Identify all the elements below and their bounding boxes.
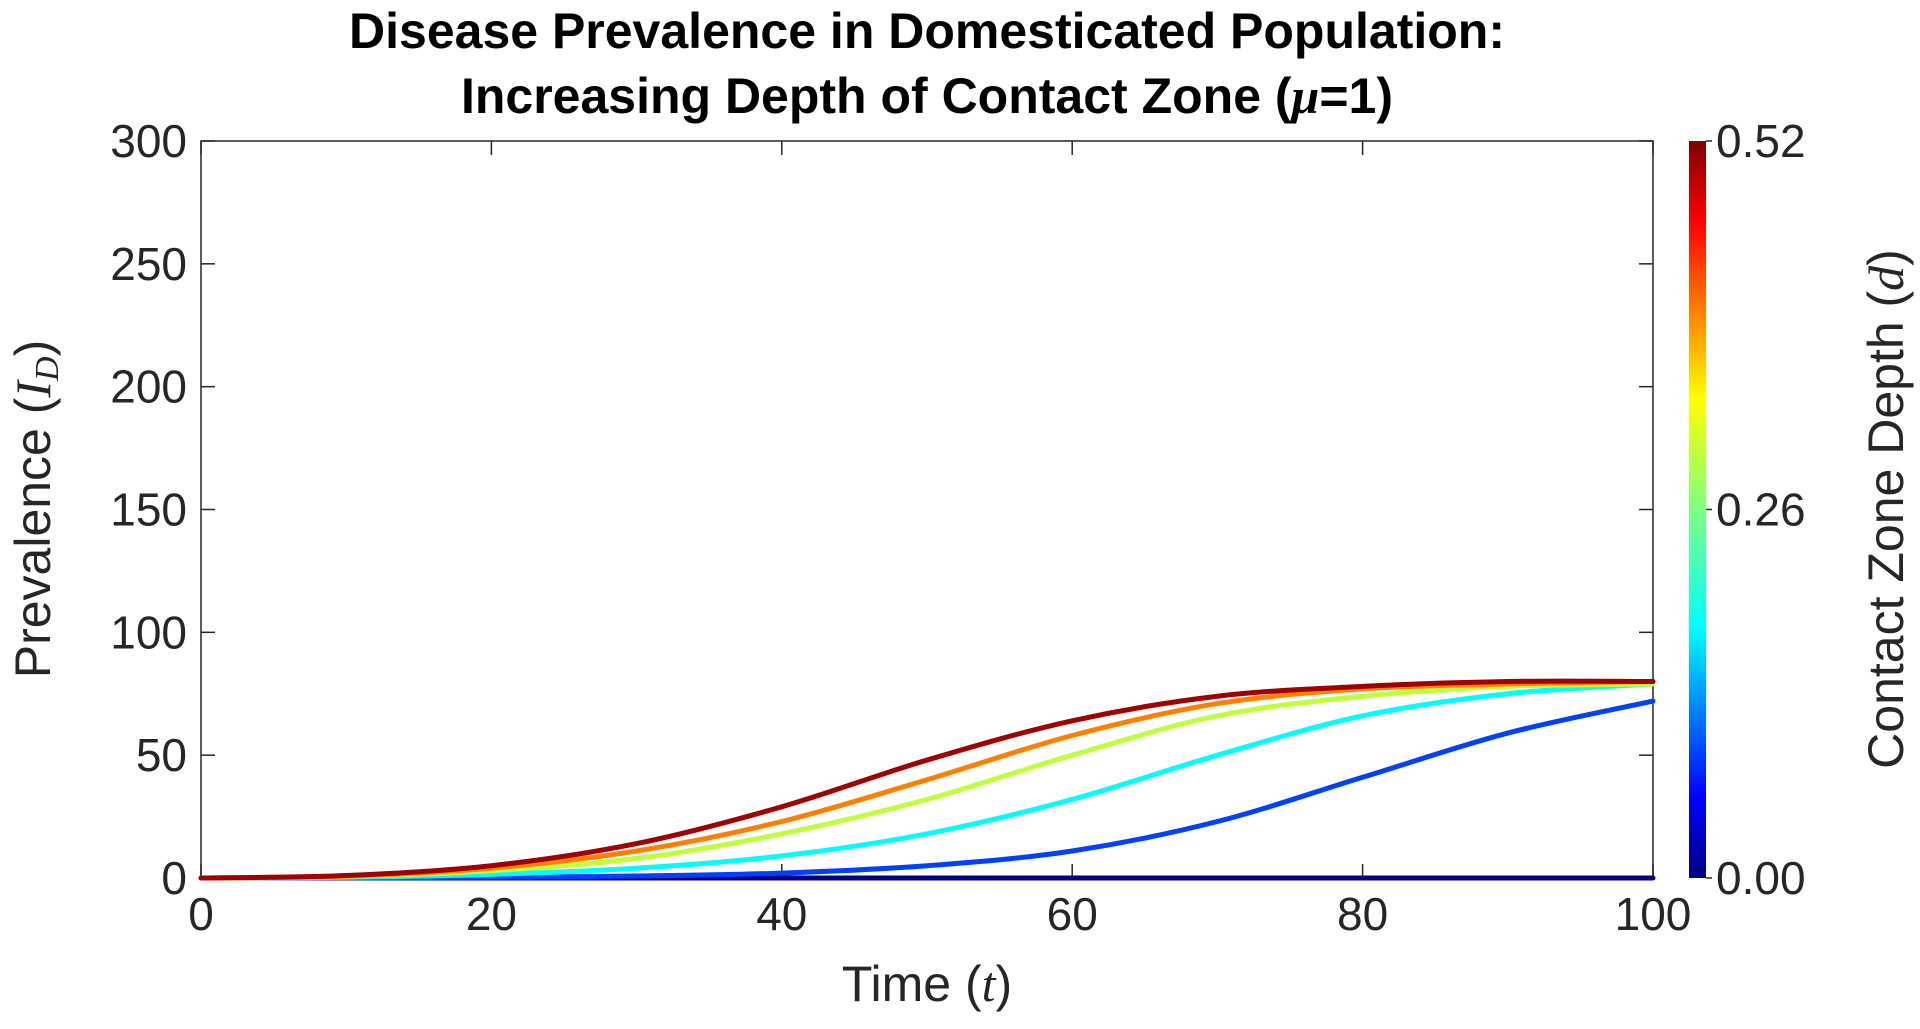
y-tick-label: 250 (110, 238, 187, 290)
colorbar-tick-label: 0.00 (1716, 852, 1806, 904)
colorbar-tick-label: 0.52 (1716, 115, 1806, 167)
chart-title-line1: Disease Prevalence in Domesticated Popul… (349, 3, 1505, 59)
series-line-1 (198, 698, 1656, 881)
y-tick-label: 300 (110, 115, 187, 167)
colorbar-axis: 0.00 0.26 0.52 (1706, 115, 1806, 904)
series-line-4 (198, 678, 1656, 881)
y-tick-label: 0 (161, 852, 187, 904)
series-layer (198, 678, 1656, 881)
x-tick-label: 80 (1337, 888, 1388, 940)
colorbar (1689, 141, 1706, 878)
x-axis: 0 20 40 60 80 100 (188, 141, 1691, 940)
y-tick-label: 50 (136, 729, 187, 781)
x-tick-label: 40 (756, 888, 807, 940)
x-tick-label: 20 (466, 888, 517, 940)
y-axis: 0 50 100 150 200 250 300 (110, 115, 1653, 904)
chart-title-line2: Increasing Depth of Contact Zone (μ=1) (461, 68, 1393, 124)
y-tick-label: 100 (110, 606, 187, 658)
x-tick-label: 60 (1047, 888, 1098, 940)
colorbar-tick-label: 0.26 (1716, 484, 1806, 536)
x-tick-label: 100 (1615, 888, 1692, 940)
x-axis-label: Time (t) (842, 956, 1012, 1012)
y-tick-label: 150 (110, 484, 187, 536)
series-line-5 (198, 678, 1656, 881)
plot-area (200, 140, 1654, 879)
colorbar-label: Contact Zone Depth (d) (1858, 249, 1914, 769)
y-tick-label: 200 (110, 361, 187, 413)
x-tick-label: 0 (188, 888, 214, 940)
y-axis-label: Prevalence (ID) (5, 340, 66, 679)
